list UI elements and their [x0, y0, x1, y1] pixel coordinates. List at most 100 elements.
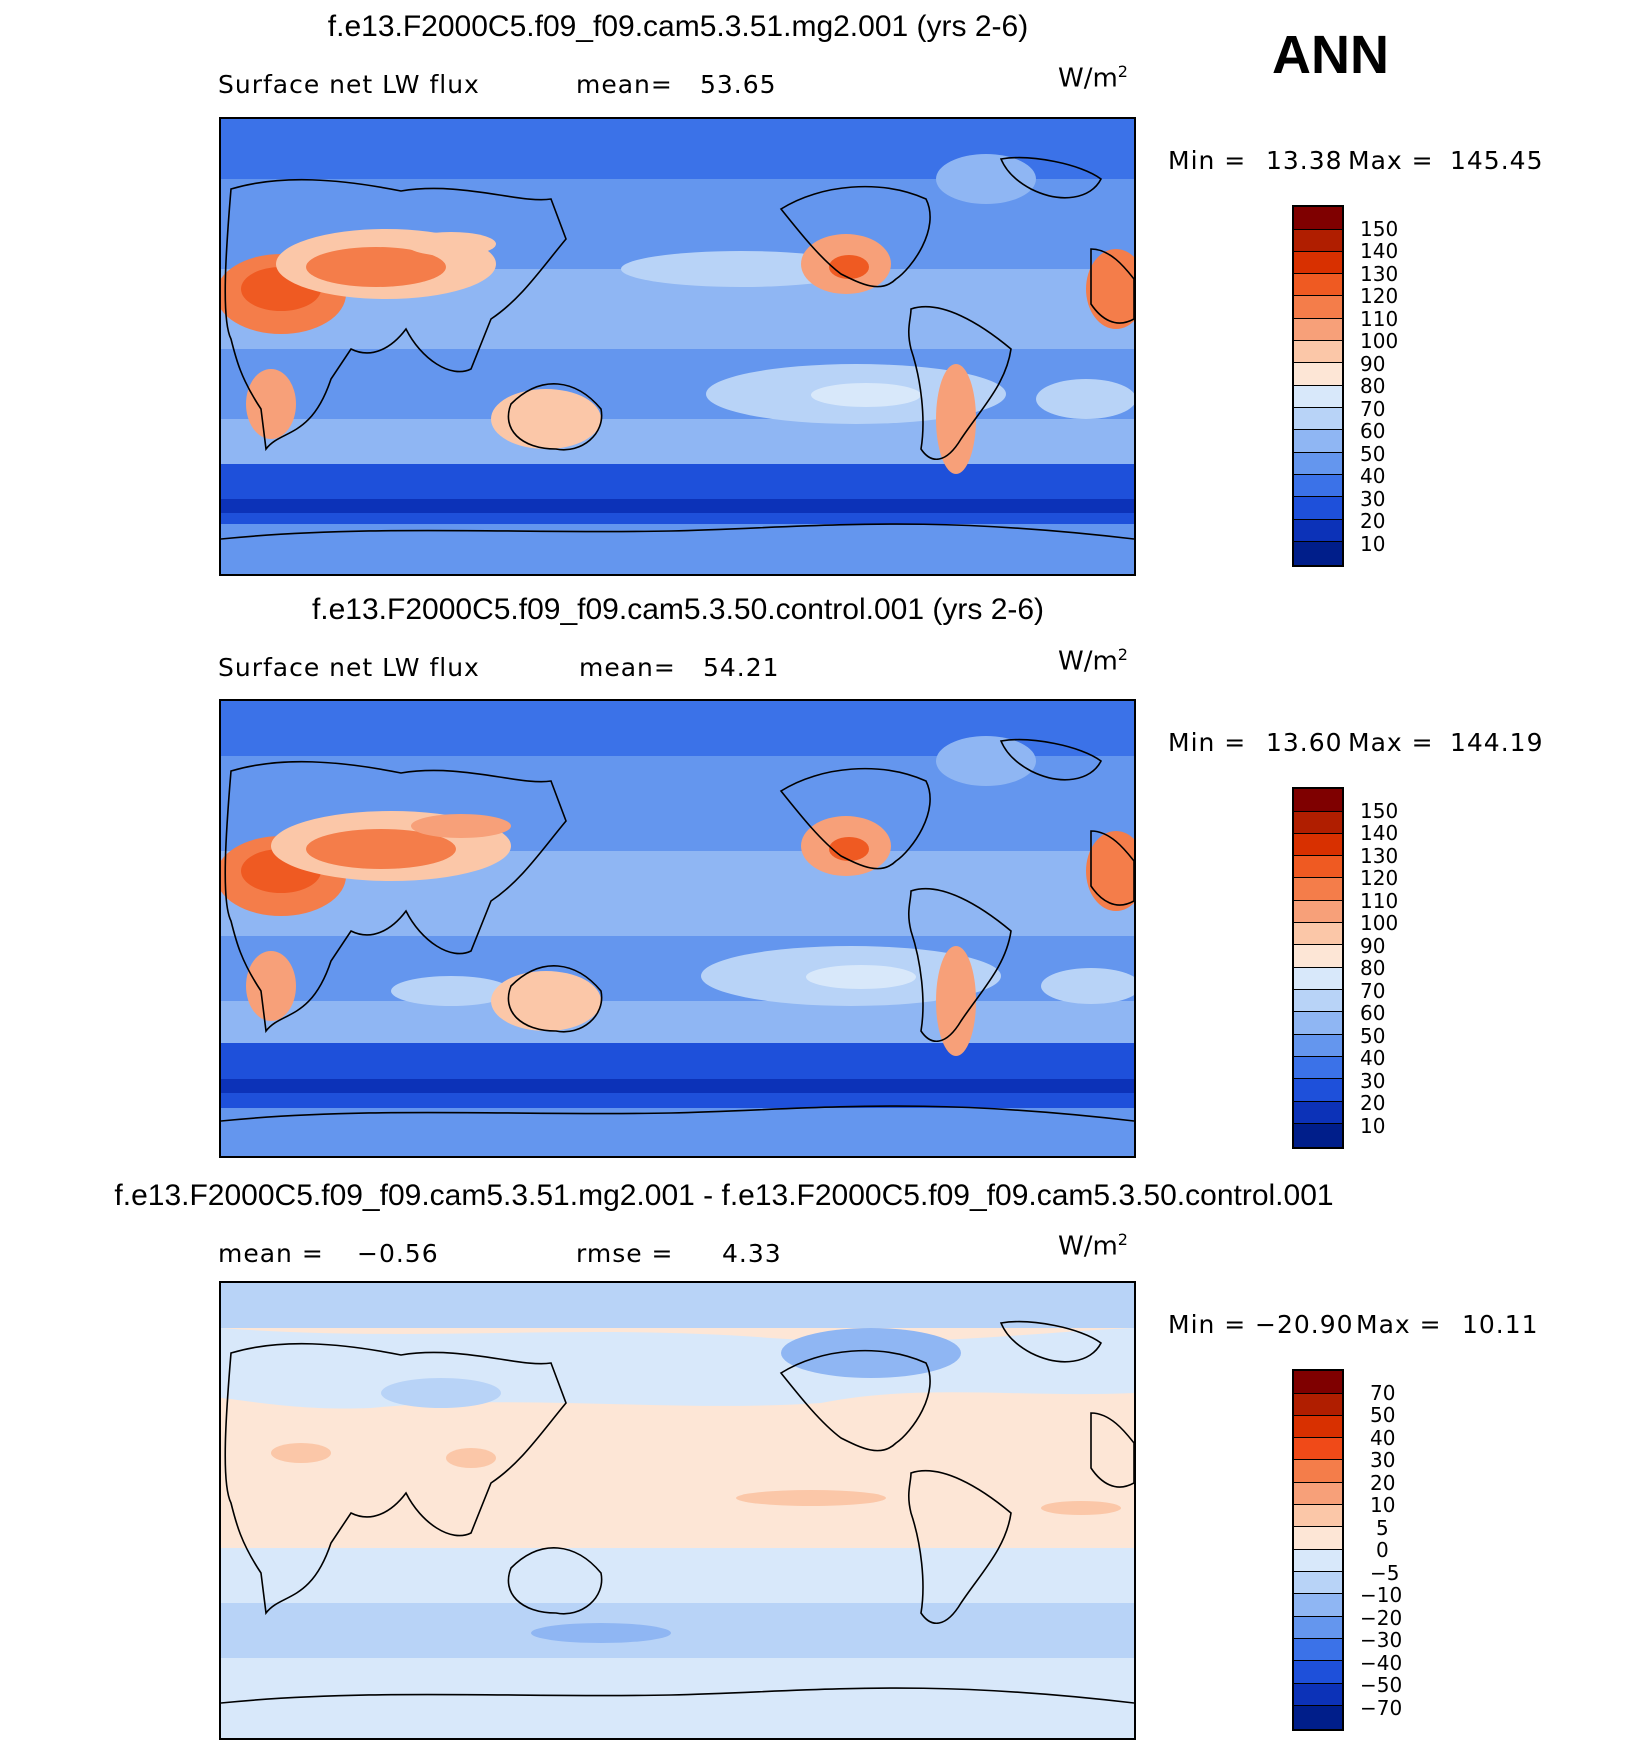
panel1-mean-label: mean=	[576, 70, 673, 99]
panel3-map	[219, 1281, 1136, 1740]
colorbar-label: 40	[1360, 1046, 1386, 1070]
colorbar-segment	[1294, 878, 1342, 901]
panel2-map	[219, 699, 1136, 1158]
colorbar-label: −40	[1360, 1651, 1403, 1675]
panel3-units: W/m2	[1058, 1230, 1128, 1262]
colorbar-segment	[1294, 1035, 1342, 1057]
colorbar-segment	[1294, 1394, 1342, 1416]
panel2-max-value: 144.19	[1450, 728, 1544, 757]
panel2-units: W/m2	[1058, 645, 1128, 677]
colorbar-segment	[1294, 1684, 1342, 1706]
panel1-min-label: Min =	[1168, 146, 1247, 175]
colorbar-label: 150	[1360, 217, 1399, 241]
colorbar-segment	[1294, 834, 1342, 856]
panel1-variable-label: Surface net LW flux	[218, 70, 480, 99]
panel2-map-field	[221, 701, 1134, 1156]
colorbar-segment	[1294, 1594, 1342, 1617]
colorbar-segment	[1294, 542, 1342, 565]
panel3-min-label: Min =	[1168, 1310, 1247, 1339]
colorbar-segment	[1294, 408, 1342, 430]
colorbar-segment	[1294, 520, 1342, 542]
panel1-map-field	[221, 119, 1134, 574]
colorbar-segment	[1294, 1460, 1342, 1483]
panel1-map	[219, 117, 1136, 576]
colorbar-label: 80	[1360, 956, 1386, 980]
panel2-mean-value: 54.21	[703, 653, 780, 682]
colorbar-label: 120	[1360, 284, 1399, 308]
colorbar-label: 90	[1360, 352, 1386, 376]
colorbar-label: 30	[1360, 487, 1386, 511]
colorbar-segment	[1294, 1012, 1342, 1035]
colorbar-label: 40	[1360, 464, 1386, 488]
colorbar-segment	[1294, 497, 1342, 520]
colorbar-label: 70	[1360, 397, 1386, 421]
colorbar-label: 100	[1360, 329, 1399, 353]
colorbar-segment	[1294, 945, 1342, 968]
colorbar-label: 140	[1360, 821, 1399, 845]
colorbar-label: 70	[1360, 979, 1386, 1003]
panel3-rmse-value: 4.33	[722, 1239, 782, 1268]
panel3-max-value: 10.11	[1462, 1310, 1539, 1339]
colorbar-label: 110	[1360, 889, 1399, 913]
colorbar-segment	[1294, 1661, 1342, 1684]
colorbar-segment	[1294, 1527, 1342, 1550]
panel1-min-value: 13.38	[1266, 146, 1343, 175]
colorbar-segment	[1294, 1438, 1342, 1460]
colorbar-segment	[1294, 1617, 1342, 1639]
colorbar-label: 60	[1360, 1001, 1386, 1025]
colorbar-segment	[1294, 386, 1342, 408]
colorbar-segment	[1294, 363, 1342, 386]
colorbar-label: 120	[1360, 866, 1399, 890]
colorbar-segment	[1294, 1550, 1342, 1572]
colorbar-label: 50	[1360, 442, 1386, 466]
colorbar-label: 20	[1370, 1471, 1396, 1495]
panel3-max-label: Max =	[1356, 1310, 1442, 1339]
colorbar-label: 5	[1376, 1516, 1389, 1540]
colorbar-label: 130	[1360, 262, 1399, 286]
panel2-max-label: Max =	[1348, 728, 1434, 757]
colorbar-label: 40	[1370, 1426, 1396, 1450]
colorbar-segment	[1294, 1505, 1342, 1527]
colorbar-label: 20	[1360, 1091, 1386, 1115]
colorbar-label: 90	[1360, 934, 1386, 958]
colorbar-label: 150	[1360, 799, 1399, 823]
colorbar-label: 60	[1360, 419, 1386, 443]
panel3-title: f.e13.F2000C5.f09_f09.cam5.3.51.mg2.001 …	[114, 1179, 1334, 1212]
panel2-min-value: 13.60	[1266, 728, 1343, 757]
colorbar-label: 130	[1360, 844, 1399, 868]
colorbar-label: 50	[1360, 1024, 1386, 1048]
panel1-colorbar-box	[1292, 205, 1344, 567]
colorbar-segment	[1294, 1706, 1342, 1729]
panel3-colorbar-box	[1292, 1369, 1344, 1731]
colorbar-label: −50	[1360, 1673, 1403, 1697]
colorbar-label: 0	[1376, 1538, 1389, 1562]
colorbar-label: −30	[1360, 1628, 1403, 1652]
panel2-colorbar-box	[1292, 787, 1344, 1149]
colorbar-segment	[1294, 856, 1342, 878]
colorbar-segment	[1294, 252, 1342, 274]
colorbar-segment	[1294, 1079, 1342, 1102]
panel3-mean-label: mean =	[218, 1239, 324, 1268]
panel1-max-value: 145.45	[1450, 146, 1544, 175]
panel1-mean-value: 53.65	[700, 70, 777, 99]
panel2-title: f.e13.F2000C5.f09_f09.cam5.3.50.control.…	[311, 593, 1045, 626]
colorbar-segment	[1294, 1371, 1342, 1394]
panel3-min-value: −20.90	[1255, 1310, 1354, 1339]
colorbar-segment	[1294, 475, 1342, 497]
colorbar-segment	[1294, 1572, 1342, 1594]
colorbar-segment	[1294, 812, 1342, 834]
colorbar-label: 20	[1360, 509, 1386, 533]
colorbar-label: 50	[1370, 1403, 1396, 1427]
season-label: ANN	[1272, 25, 1389, 85]
colorbar-segment	[1294, 990, 1342, 1012]
colorbar-segment	[1294, 923, 1342, 945]
colorbar-segment	[1294, 968, 1342, 990]
panel3-rmse-label: rmse =	[576, 1239, 674, 1268]
colorbar-label: 10	[1370, 1493, 1396, 1517]
colorbar-label: 30	[1370, 1448, 1396, 1472]
colorbar-label: 10	[1360, 532, 1386, 556]
colorbar-label: 80	[1360, 374, 1386, 398]
colorbar-segment	[1294, 1124, 1342, 1147]
colorbar-label: −10	[1360, 1583, 1403, 1607]
colorbar-label: −5	[1370, 1561, 1400, 1585]
